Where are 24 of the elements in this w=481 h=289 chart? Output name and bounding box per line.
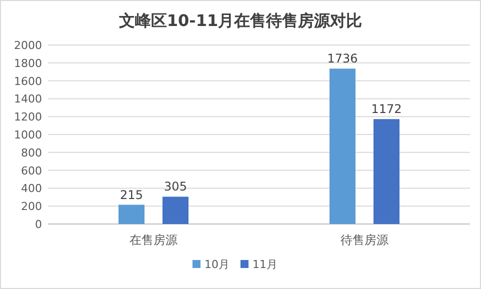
y-tick-label: 1800 (14, 56, 42, 70)
bar (118, 204, 144, 224)
y-tick-label: 200 (21, 200, 42, 214)
chart-title: 文峰区10-11月在售待售房源对比 (118, 11, 362, 30)
legend-label: 11月 (252, 258, 278, 271)
legend-label: 10月 (204, 258, 230, 271)
y-tick-label: 800 (21, 146, 42, 160)
y-tick-label: 0 (35, 218, 42, 231)
data-label: 215 (120, 188, 143, 202)
y-tick-label: 1200 (14, 110, 42, 124)
y-tick-label: 600 (21, 164, 42, 178)
y-tick-label: 1000 (14, 128, 42, 142)
y-tick-label: 1400 (14, 92, 42, 106)
bar (374, 119, 400, 224)
bar (162, 196, 188, 224)
data-label: 1172 (371, 102, 402, 116)
data-label: 305 (164, 180, 187, 194)
x-tick-label: 在售房源 (130, 233, 178, 247)
data-label: 1736 (327, 52, 358, 66)
x-tick-label: 待售房源 (340, 233, 388, 247)
y-tick-label: 2000 (14, 39, 42, 52)
y-tick-label: 1600 (14, 74, 42, 88)
y-tick-label: 400 (21, 182, 42, 196)
bar (330, 68, 356, 224)
